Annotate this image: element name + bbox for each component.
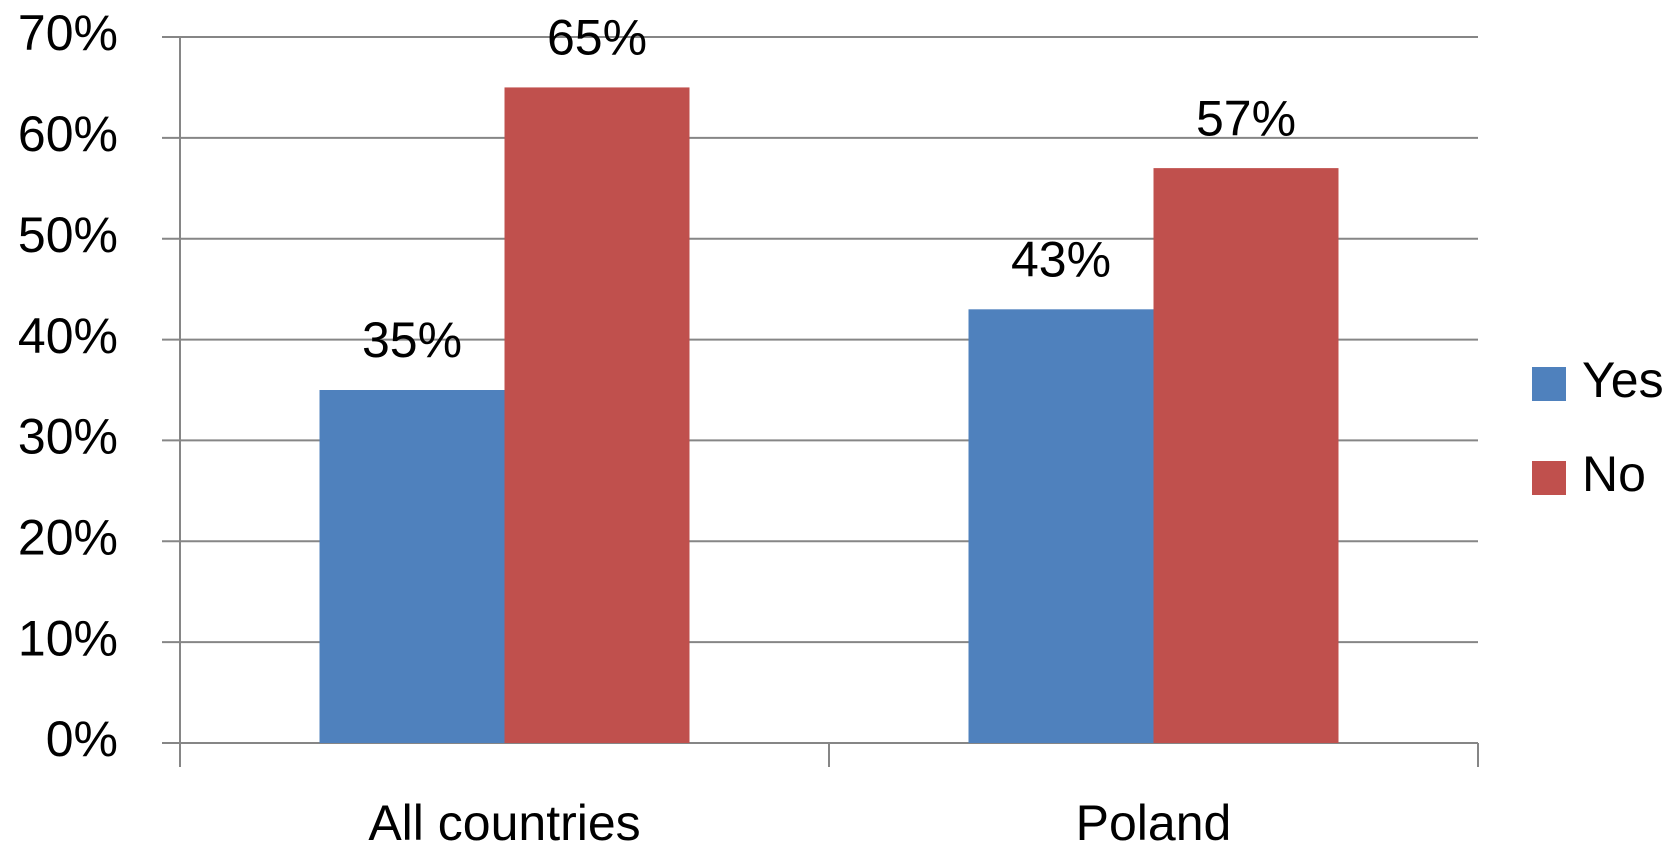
x-tick-label: Poland xyxy=(1076,795,1232,846)
legend-label: Yes xyxy=(1582,352,1664,408)
data-label: 35% xyxy=(362,312,462,368)
bar xyxy=(319,390,505,743)
y-tick-label: 40% xyxy=(18,308,118,364)
bar xyxy=(504,87,690,743)
legend-swatch xyxy=(1532,367,1566,401)
y-tick-label: 20% xyxy=(18,509,118,565)
bar xyxy=(1153,168,1339,744)
y-tick-label: 30% xyxy=(18,409,118,465)
data-label: 57% xyxy=(1196,90,1296,146)
x-tick-label: All countries xyxy=(368,795,640,846)
y-tick-label: 70% xyxy=(18,5,118,61)
y-tick-label: 0% xyxy=(46,711,118,767)
data-label: 65% xyxy=(547,10,647,66)
legend-label: No xyxy=(1582,446,1646,502)
data-label: 43% xyxy=(1011,232,1111,288)
y-tick-label: 50% xyxy=(18,207,118,263)
y-tick-label: 60% xyxy=(18,106,118,162)
legend-swatch xyxy=(1532,461,1566,495)
bar xyxy=(968,309,1154,743)
y-tick-label: 10% xyxy=(18,610,118,666)
